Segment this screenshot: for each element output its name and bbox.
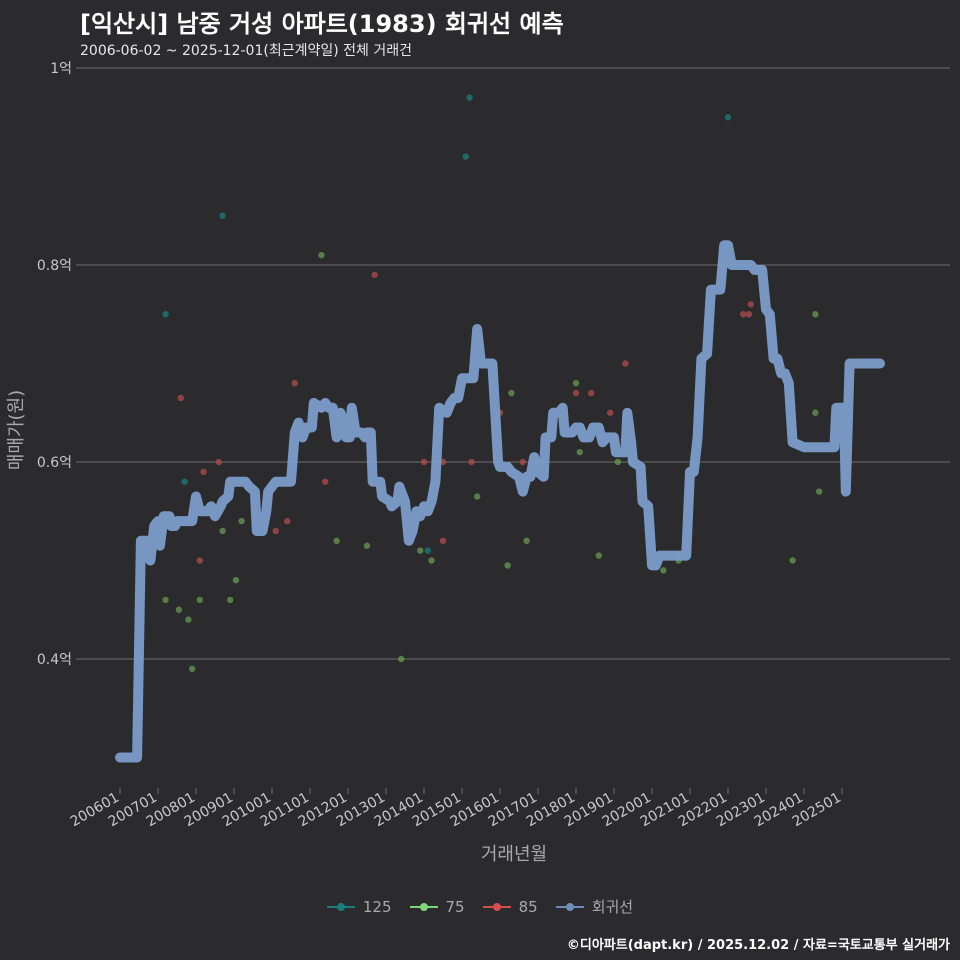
scatter-point-85 xyxy=(745,311,753,318)
legend-item-75: 75 xyxy=(409,897,465,916)
scatter-point-125 xyxy=(466,94,473,101)
scatter-point-75 xyxy=(523,537,530,544)
legend-label-regression: 회귀선 xyxy=(591,898,634,916)
scatter-point-85 xyxy=(371,271,378,279)
scatter-point-85 xyxy=(177,394,184,402)
scatter-point-75 xyxy=(504,562,511,569)
scatter-point-125 xyxy=(724,114,732,121)
y-tick-label: 1억 xyxy=(50,61,72,77)
scatter-point-75 xyxy=(595,552,602,559)
scatter-point-85 xyxy=(468,458,475,466)
scatter-point-75 xyxy=(614,458,621,466)
scatter-point-75 xyxy=(185,616,192,623)
scatter-point-125 xyxy=(219,212,226,219)
scatter-point-75 xyxy=(162,596,169,604)
scatter-point-85 xyxy=(420,458,428,466)
scatter-point-85 xyxy=(747,301,754,308)
scatter-point-75 xyxy=(508,389,515,397)
scatter-point-75 xyxy=(318,251,325,259)
y-tick-label: 0.6억 xyxy=(37,455,72,471)
scatter-point-85 xyxy=(588,389,595,397)
scatter-point-75 xyxy=(474,493,481,500)
chart-subtitle: 2006-06-02 ~ 2025-12-01(최근계약일) 전체 거래건 xyxy=(80,43,412,59)
legend-key-125-icon xyxy=(326,900,355,914)
scatter-point-75 xyxy=(219,527,226,535)
scatter-point-75 xyxy=(812,409,819,416)
legend-key-75-icon xyxy=(409,900,438,914)
legend-item-125: 125 xyxy=(326,897,392,916)
scatter-point-75 xyxy=(363,542,371,549)
y-axis-label: 매매가(원) xyxy=(6,390,27,470)
legend-label-85: 85 xyxy=(518,897,538,916)
grid-layer xyxy=(76,67,950,660)
scatter-point-75 xyxy=(196,596,203,604)
line-layer xyxy=(115,240,885,763)
scatter-point-75 xyxy=(189,665,196,673)
scatter-point-85 xyxy=(291,380,298,387)
x-axis-label: 거래년월 xyxy=(481,844,547,865)
x-tick-layer: 2006012007012008012009012010012011012012… xyxy=(68,788,844,830)
legend: 125 75 85 회귀선 xyxy=(0,896,960,917)
scatter-point-85 xyxy=(215,458,222,466)
scatter-point-75 xyxy=(238,517,245,525)
scatter-point-75 xyxy=(398,655,405,663)
y-tick-label: 0.8억 xyxy=(37,258,72,274)
y-tick-layer: 0.4억 0.6억 0.8억 1억 xyxy=(37,61,72,668)
scatter-point-75 xyxy=(428,557,435,564)
scatter-point-75 xyxy=(660,567,667,574)
regression-line xyxy=(115,240,885,763)
scatter-point-85 xyxy=(622,360,629,367)
scatter-point-75 xyxy=(417,547,424,554)
scatter-point-75 xyxy=(576,448,583,456)
footer-credit: ©디아파트(dapt.kr) / 2025.12.02 / 자료=국토교통부 실… xyxy=(566,938,950,953)
y-tick-label: 0.4억 xyxy=(37,652,72,668)
scatter-point-75 xyxy=(175,606,183,613)
scatter-point-85 xyxy=(740,311,747,318)
scatter-point-85 xyxy=(572,389,580,397)
scatter-point-125 xyxy=(181,478,188,485)
scatter-point-85 xyxy=(200,468,207,476)
scatter-point-75 xyxy=(333,537,340,544)
scatter-point-75 xyxy=(232,577,240,584)
scatter-point-85 xyxy=(519,458,526,466)
legend-label-75: 75 xyxy=(445,897,465,916)
legend-key-regression-icon xyxy=(555,900,584,914)
scatter-point-85 xyxy=(284,517,291,525)
scatter-point-85 xyxy=(439,537,447,544)
scatter-point-125 xyxy=(424,547,431,554)
scatter-point-75 xyxy=(816,488,823,495)
scatter-point-75 xyxy=(227,596,234,604)
scatter-point-75 xyxy=(812,311,819,318)
chart-title: [익산시] 남중 거성 아파트(1983) 회귀선 예측 xyxy=(80,10,564,38)
scatter-point-85 xyxy=(322,478,329,485)
scatter-point-85 xyxy=(196,557,203,564)
legend-label-125: 125 xyxy=(362,897,392,916)
legend-item-regression: 회귀선 xyxy=(555,896,634,917)
scatter-point-75 xyxy=(789,557,796,564)
legend-item-85: 85 xyxy=(482,897,538,916)
scatter-point-85 xyxy=(272,527,279,535)
scatter-point-125 xyxy=(162,311,169,318)
scatter-point-85 xyxy=(607,409,614,416)
scatter-point-125 xyxy=(462,153,469,160)
scatter-point-75 xyxy=(572,380,580,387)
legend-key-85-icon xyxy=(482,900,511,914)
